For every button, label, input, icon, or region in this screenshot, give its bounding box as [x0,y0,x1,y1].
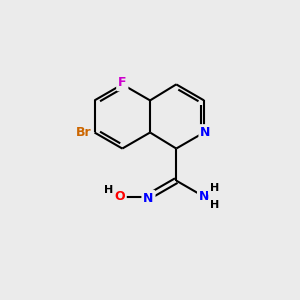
Text: H: H [210,184,219,194]
Text: N: N [143,192,154,205]
Text: Br: Br [76,126,91,139]
Text: O: O [114,190,125,203]
Text: F: F [118,76,127,89]
Text: H: H [104,185,113,195]
Text: N: N [200,126,211,139]
Text: H: H [210,200,219,210]
Text: N: N [199,190,209,203]
